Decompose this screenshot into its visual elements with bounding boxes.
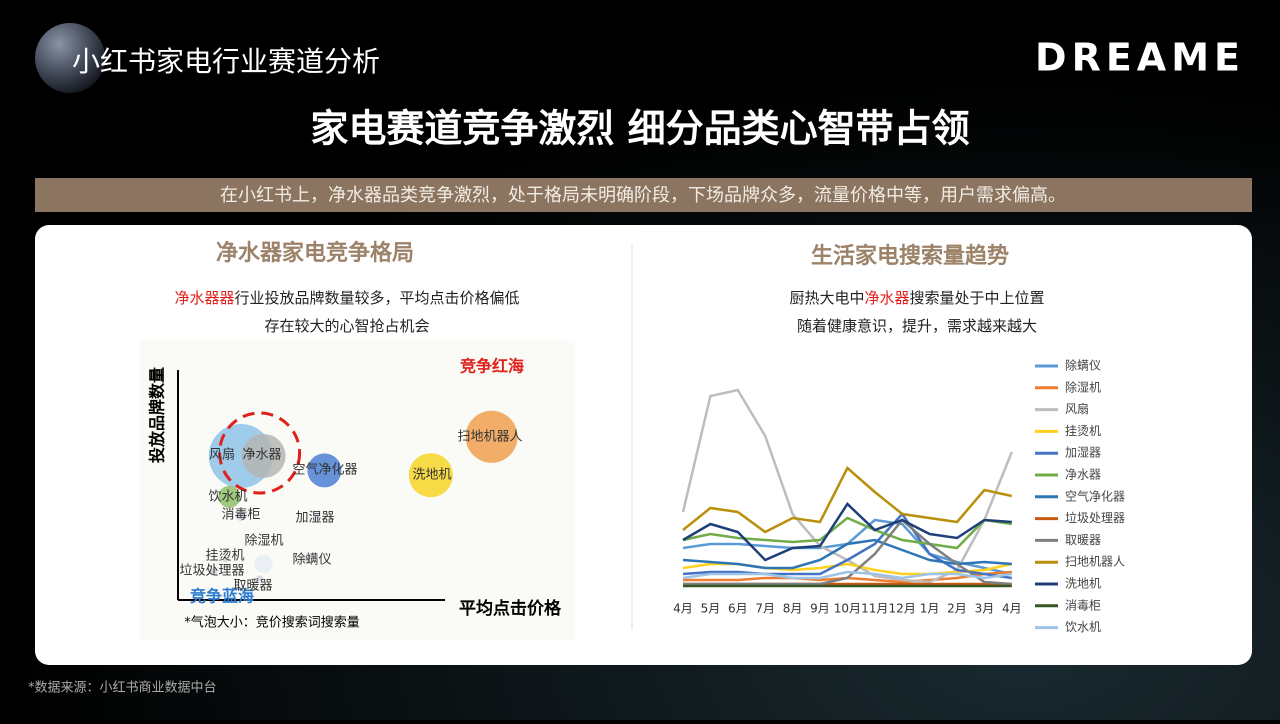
- bubble: [235, 511, 246, 521]
- legend-label: 风扇: [1065, 401, 1089, 416]
- series-line: [682, 570, 1012, 580]
- bubble: [408, 453, 453, 498]
- bubble: [465, 410, 518, 463]
- bubble: [313, 513, 320, 519]
- legend-label: 取暖器: [1065, 533, 1101, 547]
- x-axis-label: 平均点击价格: [459, 598, 562, 619]
- legend-label: 除螨仪: [1065, 358, 1101, 373]
- legend-label: 消毒柜: [1065, 598, 1101, 612]
- bubble-label: 除湿机: [244, 534, 283, 549]
- legend-label: 除湿机: [1065, 379, 1101, 394]
- description-segment: 厨热大电中: [789, 289, 864, 307]
- description-segment: 随着健康意识，提升，需求越来越大: [797, 317, 1037, 335]
- bubble-label: 取暖器: [233, 579, 272, 594]
- bubble-plot-bg: [140, 340, 575, 640]
- description: 存在较大的心智抢占机会: [264, 317, 429, 335]
- bubble-label: 挂烫机: [205, 549, 244, 564]
- x-tick-label: 9月: [810, 602, 830, 616]
- y-axis-label: 投放品牌数量: [148, 367, 167, 463]
- footnote: *数据来源：小红书商业数据中台: [28, 680, 217, 696]
- annotation: 竞争蓝海: [190, 587, 254, 606]
- bubble-label: 空气净化器: [292, 462, 357, 478]
- description-segment: 行业投放品牌数量较多，平均点击价格偏低: [235, 289, 520, 307]
- subtitle-band: [35, 178, 1252, 212]
- bubble: [254, 555, 273, 573]
- legend-label: 加湿器: [1065, 445, 1101, 460]
- logo: DREAME: [1035, 36, 1245, 80]
- x-tick-label: 2月: [947, 602, 967, 616]
- x-tick-label: 7月: [755, 602, 775, 616]
- series-line: [683, 518, 1012, 586]
- decor-orb: [35, 23, 105, 93]
- bubble-label: 风扇: [209, 447, 235, 463]
- headline: 家电赛道竞争激烈 细分品类心智带占领: [310, 107, 969, 151]
- x-tick-label: 6月: [728, 602, 748, 616]
- series-line: [682, 516, 1012, 550]
- highlight-ring: [218, 411, 302, 495]
- bubble-label: 除螨仪: [292, 553, 331, 568]
- legend-label: 饮水机: [1065, 620, 1101, 634]
- legend-label: 空气净化器: [1065, 488, 1125, 503]
- bubble-label: 扫地机器人: [457, 430, 522, 445]
- chart-title: 生活家电搜索量趋势: [811, 243, 1009, 269]
- x-tick-label: 5月: [701, 602, 721, 616]
- description: 厨热大电中净水器搜索量处于中上位置: [789, 289, 1044, 307]
- legend-label: 垃圾处理器: [1065, 510, 1125, 525]
- bubble-label: 饮水机: [208, 490, 247, 505]
- description: 随着健康意识，提升，需求越来越大: [797, 317, 1037, 335]
- x-tick-label: 12月: [889, 602, 916, 616]
- x-tick-label: 11月: [861, 602, 888, 616]
- bubble: [256, 575, 263, 582]
- bubble-label: 净水器: [242, 448, 281, 463]
- bubble: [241, 434, 286, 478]
- subtitle: 在小红书上，净水器品类竞争激烈，处于格局未明确阶段，下场品牌众多，流量价格中等，…: [220, 185, 1066, 206]
- description: 净水器器行业投放品牌数量较多，平均点击价格偏低: [174, 289, 519, 307]
- bubble: [218, 485, 241, 508]
- legend-label: 扫地机器人: [1065, 555, 1125, 569]
- x-tick-label: 4月: [673, 602, 693, 616]
- bubble: [307, 453, 342, 488]
- page-title: 小红书家电行业赛道分析: [72, 45, 380, 78]
- legend-label: 挂烫机: [1065, 424, 1101, 438]
- description-segment: 净水器: [864, 289, 909, 307]
- bubble-note: *气泡大小：竞价搜索词搜索量: [184, 615, 360, 631]
- bubble-label: 消毒柜: [221, 508, 260, 523]
- series-line: [682, 502, 1012, 562]
- description-segment: 搜索量处于中上位置: [910, 289, 1045, 307]
- bubble-label: 垃圾处理器: [179, 564, 244, 579]
- legend-label: 净水器: [1065, 468, 1101, 482]
- bubble-label: 洗地机: [412, 468, 451, 483]
- series-line: [682, 465, 1013, 534]
- x-tick-label: 8月: [783, 602, 803, 616]
- series-line: [682, 511, 1012, 580]
- x-tick-label: 4月: [1002, 602, 1022, 616]
- bubble: [302, 556, 309, 563]
- bubble: [211, 568, 218, 575]
- x-tick-label: 10月: [834, 602, 861, 616]
- description-segment: 净水器器: [174, 289, 234, 307]
- bubble-label: 加湿器: [295, 511, 334, 526]
- x-tick-label: 1月: [920, 602, 940, 616]
- annotation: 竞争红海: [460, 357, 524, 376]
- chart-title: 净水器家电竞争格局: [216, 240, 414, 266]
- x-tick-label: 3月: [975, 602, 995, 616]
- legend-label: 洗地机: [1065, 577, 1101, 591]
- description-segment: 存在较大的心智抢占机会: [264, 317, 429, 335]
- bubble: [222, 556, 229, 563]
